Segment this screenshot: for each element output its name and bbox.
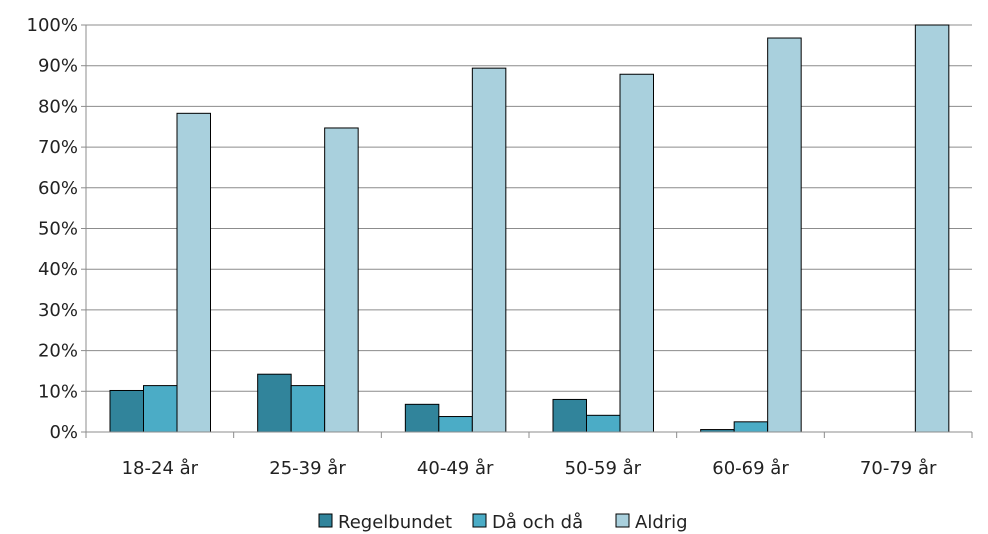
legend-item-aldrig: Aldrig	[615, 512, 688, 533]
bar-regelbundet-2	[257, 373, 292, 433]
bar-aldrig-2	[324, 127, 359, 433]
y-tick-label: 100%	[27, 15, 78, 36]
gridlines	[86, 24, 972, 392]
bar-aldrig-6	[914, 24, 950, 433]
bar-då-och-då-4	[586, 414, 621, 433]
x-tick-label: 40-49 år	[417, 458, 494, 479]
y-tick-label: 20%	[38, 341, 78, 362]
legend-label: Regelbundet	[338, 512, 452, 533]
legend-item-då-och-då: Då och då	[472, 512, 583, 533]
bars	[109, 24, 950, 433]
legend-swatch	[472, 513, 487, 528]
x-tick-label: 18-24 år	[122, 458, 199, 479]
y-tick-label: 70%	[38, 137, 78, 158]
axes	[81, 24, 973, 438]
bar-aldrig-1	[176, 112, 211, 433]
y-tick-label: 80%	[38, 96, 78, 117]
x-tick-labels: 18-24 år 25-39 år 40-49 år 50-59 år 60-69 år…	[122, 458, 937, 479]
y-tick-label: 50%	[38, 219, 78, 240]
y-tick-label: 90%	[38, 56, 78, 77]
x-tick-label: 60-69 år	[712, 458, 789, 479]
bar-regelbundet-4	[552, 398, 587, 433]
bar-aldrig-3	[471, 67, 507, 433]
legend-label: Då och då	[492, 512, 583, 533]
x-tick-label: 70-79 år	[860, 458, 937, 479]
y-tick-label: 40%	[38, 259, 78, 280]
y-tick-label: 60%	[38, 178, 78, 199]
bar-då-och-då-2	[290, 385, 326, 433]
legend-item-regelbundet: Regelbundet	[318, 512, 452, 533]
bar-regelbundet-3	[404, 403, 440, 433]
bar-då-och-då-1	[143, 385, 178, 433]
x-tick-label: 50-59 år	[565, 458, 642, 479]
y-tick-label: 10%	[38, 381, 78, 402]
x-tick-label: 25-39 år	[269, 458, 346, 479]
bar-aldrig-5	[767, 37, 802, 433]
y-tick-label: 30%	[38, 300, 78, 321]
legend-swatch	[318, 513, 333, 528]
y-tick-labels: 0% 10% 20% 30% 40% 50% 60% 70% 80% 90% 100%	[27, 15, 78, 443]
bar-regelbundet-1	[109, 389, 144, 433]
y-tick-label: 0%	[49, 422, 78, 443]
bar-då-och-då-5	[733, 421, 769, 433]
legend: Regelbundet Då och då Aldrig	[318, 512, 688, 533]
bar-då-och-då-3	[438, 416, 473, 433]
legend-swatch	[615, 513, 630, 528]
legend-label: Aldrig	[635, 512, 688, 533]
bar-aldrig-4	[619, 73, 654, 433]
